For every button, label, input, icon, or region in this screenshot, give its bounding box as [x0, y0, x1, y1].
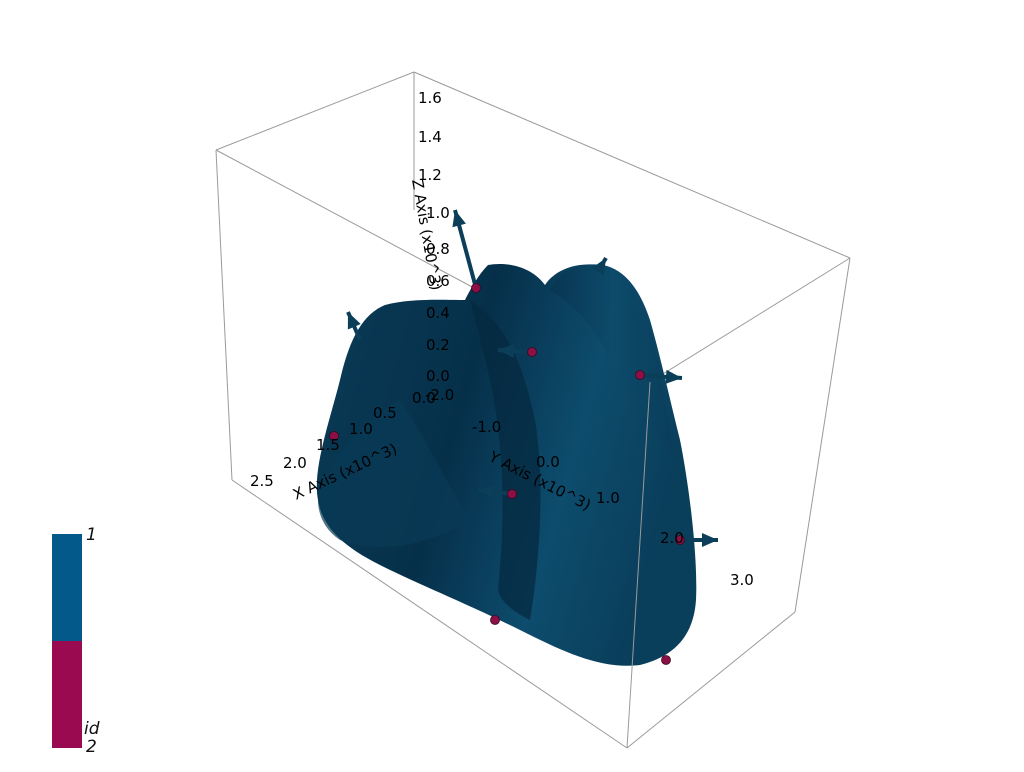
- arrow-glyph: [680, 533, 718, 547]
- data-point: [527, 347, 537, 357]
- z-tick-label: 0.6: [426, 272, 450, 290]
- arrow-glyph: [346, 311, 362, 341]
- z-tick-label: 0.2: [426, 336, 450, 354]
- y-tick-label: 2.0: [660, 529, 684, 547]
- data-point: [675, 535, 685, 545]
- y-tick-label: 0.0: [536, 453, 560, 471]
- z-tick-label: 0.0: [426, 367, 450, 385]
- arrow-glyph: [497, 343, 533, 358]
- arrow-glyph: [639, 369, 683, 384]
- arrow-glyph: [452, 209, 478, 289]
- data-point: [635, 370, 645, 380]
- y-tick-label: 1.0: [596, 489, 620, 507]
- legend-swatch-bottom: [52, 641, 82, 748]
- y-tick-label: -2.0: [425, 386, 454, 404]
- data-point: [471, 283, 481, 293]
- legend-title: id: [84, 719, 100, 739]
- legend-max-label: 1: [86, 525, 97, 545]
- data-point: [490, 615, 500, 625]
- data-point: [661, 655, 671, 665]
- z-tick-label: 1.2: [418, 166, 442, 184]
- y-tick-label: 3.0: [730, 571, 754, 589]
- z-tick-label: 0.8: [426, 240, 450, 258]
- legend-min-label: 2: [86, 737, 97, 757]
- x-tick-label: 0.5: [373, 404, 397, 422]
- arrow-glyph: [591, 256, 608, 276]
- x-tick-label: 2.5: [250, 472, 274, 490]
- data-point: [329, 431, 339, 441]
- z-tick-label: 0.4: [426, 304, 450, 322]
- z-tick-label: 1.6: [418, 89, 442, 107]
- scalar-bar-legend: 1 id 2: [52, 525, 100, 757]
- bounding-box-front: [231, 257, 851, 749]
- x-tick-label: 1.5: [316, 436, 340, 454]
- x-tick-label: 2.0: [283, 454, 307, 472]
- bounding-box-back: [215, 71, 851, 481]
- z-tick-label: 1.0: [426, 204, 450, 222]
- data-point: [507, 489, 517, 499]
- data-points: [329, 283, 685, 665]
- arrow-glyph: [477, 484, 513, 499]
- y-tick-label: -1.0: [472, 418, 501, 436]
- x-tick-label: 1.0: [349, 420, 373, 438]
- glyph-arrows: [346, 209, 718, 547]
- z-tick-label: 1.4: [418, 128, 442, 146]
- surface-body: [316, 264, 697, 666]
- x-tick-label: 0.0: [412, 389, 436, 407]
- legend-swatch-top: [52, 534, 82, 641]
